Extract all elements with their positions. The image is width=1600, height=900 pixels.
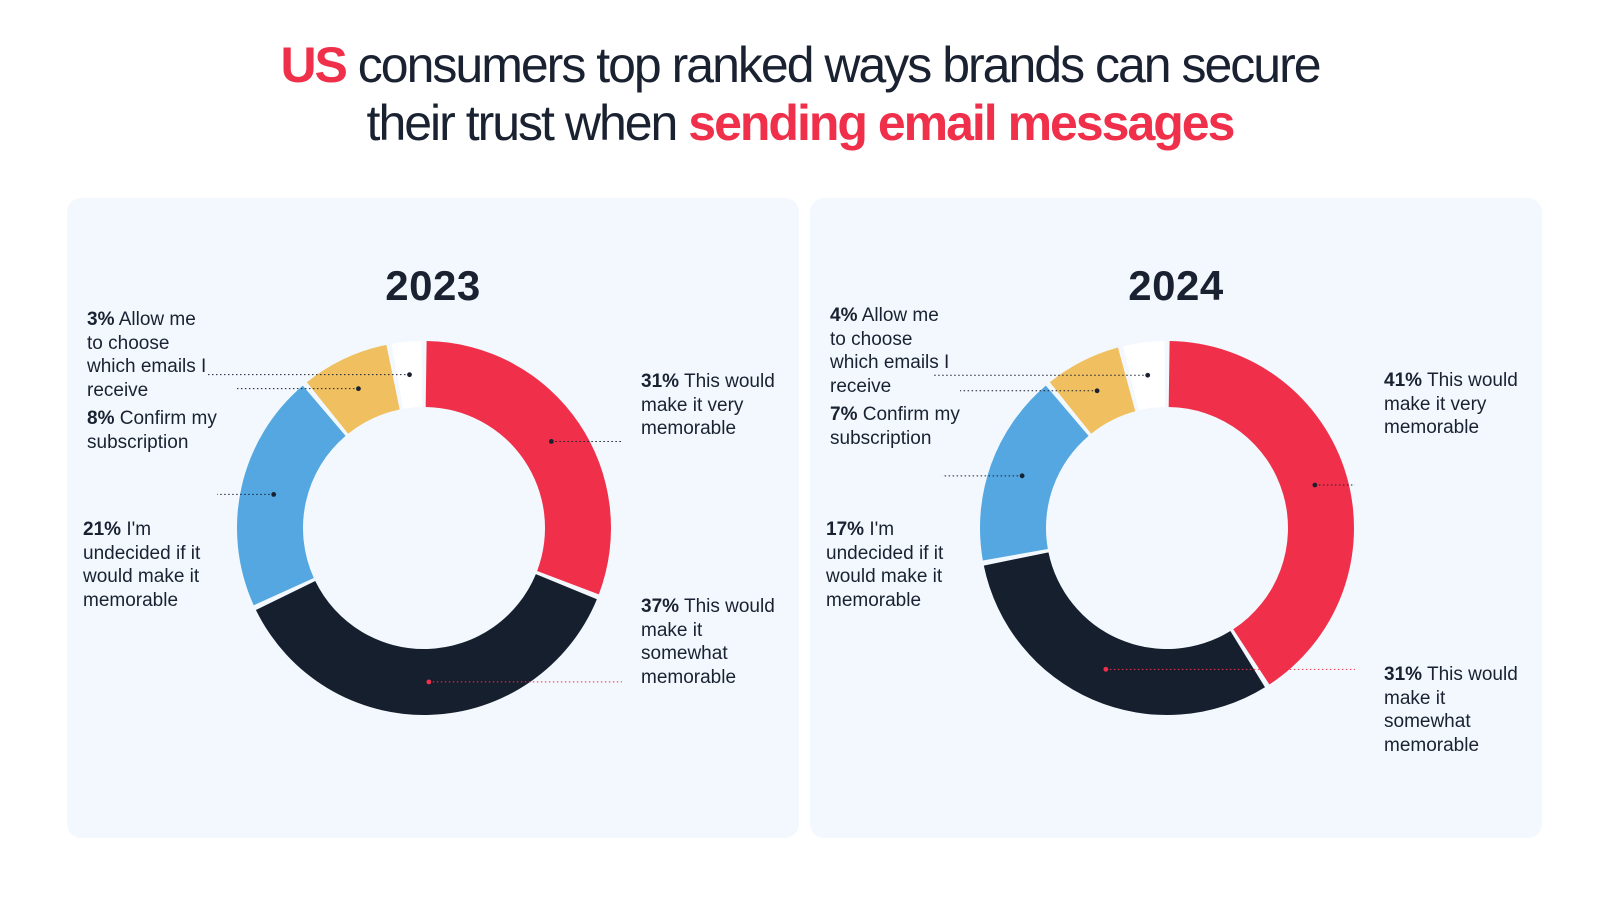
pct-2023-undecided: 21% <box>83 519 122 540</box>
connector-dot-2023-undecided <box>271 492 277 497</box>
title-text-1: consumers top ranked ways brands can sec… <box>345 37 1322 93</box>
title-highlight-email: sending email messages <box>688 95 1235 151</box>
pct-2023-choose-emails: 3% <box>87 309 115 330</box>
pct-2024-very-memorable: 41% <box>1384 370 1423 391</box>
connector-dot-2024-confirm-subscription <box>1094 388 1100 394</box>
text-2024-somewhat-memorable: This would make it somewhat memorable <box>1384 664 1518 756</box>
chart-title-2023: 2023 <box>385 262 481 309</box>
chart-title-2024: 2024 <box>1128 262 1224 309</box>
label-2024-confirm-subscription: 7% Confirm my subscription <box>830 403 980 450</box>
pct-2024-confirm-subscription: 7% <box>830 404 858 425</box>
title-line-2: their trust when sending email messages <box>0 94 1600 152</box>
connector-dot-2024-choose-emails <box>1145 372 1151 378</box>
pct-2024-somewhat-memorable: 31% <box>1384 664 1423 685</box>
pct-2023-very-memorable: 31% <box>641 371 680 392</box>
label-2024-choose-emails: 4% Allow me to choose which emails I rec… <box>830 304 955 398</box>
label-2023-somewhat-memorable: 37% This would make it somewhat memorabl… <box>641 595 781 689</box>
title-text-2: their trust when <box>366 95 689 151</box>
text-2024-confirm-subscription: Confirm my subscription <box>830 404 960 449</box>
slice-2024-somewhat-memorable <box>983 552 1265 715</box>
text-2024-very-memorable: This would make it very memorable <box>1384 370 1518 438</box>
text-2024-undecided: I'm undecided if it would make it memora… <box>826 519 944 611</box>
connector-dot-2023-somewhat-memorable <box>426 679 432 685</box>
pct-2023-somewhat-memorable: 37% <box>641 596 680 617</box>
connector-dot-2024-somewhat-memorable <box>1103 666 1109 672</box>
chart-panel-2024: 2024 41% This would make it very memorab… <box>810 198 1542 838</box>
slice-2023-very-memorable <box>425 341 611 595</box>
slice-2023-choose-emails <box>391 341 423 409</box>
chart-panel-2023: 2023 31% This would make it very memorab… <box>67 198 799 838</box>
label-2023-choose-emails: 3% Allow me to choose which emails I rec… <box>87 308 212 402</box>
connector-dot-2023-choose-emails <box>407 372 412 378</box>
label-2024-undecided: 17% I'm undecided if it would make it me… <box>826 518 961 612</box>
text-2024-choose-emails: Allow me to choose which emails I receiv… <box>830 305 950 397</box>
slice-2024-choose-emails <box>1123 341 1166 411</box>
slice-2023-confirm-subscription <box>306 344 400 434</box>
slice-2024-undecided <box>980 385 1089 561</box>
connector-dot-2024-very-memorable <box>1312 482 1318 488</box>
slice-2023-somewhat-memorable <box>255 574 597 716</box>
pct-2024-undecided: 17% <box>826 519 865 540</box>
title-line-1: US consumers top ranked ways brands can … <box>0 36 1600 94</box>
pct-2023-confirm-subscription: 8% <box>87 408 115 429</box>
connector-dot-2023-confirm-subscription <box>356 386 361 392</box>
title-highlight-us: US <box>280 37 347 93</box>
donut-chart-2024 <box>934 341 1355 715</box>
text-2023-very-memorable: This would make it very memorable <box>641 371 775 439</box>
label-2023-confirm-subscription: 8% Confirm my subscription <box>87 407 237 454</box>
pct-2024-choose-emails: 4% <box>830 305 858 326</box>
slice-2024-very-memorable <box>1168 341 1354 685</box>
label-2023-undecided: 21% I'm undecided if it would make it me… <box>83 518 218 612</box>
connector-dot-2024-undecided <box>1019 473 1025 479</box>
text-2023-somewhat-memorable: This would make it somewhat memorable <box>641 596 775 688</box>
label-2023-very-memorable: 31% This would make it very memorable <box>641 370 781 441</box>
donut-chart-2023 <box>207 341 622 716</box>
page-title: US consumers top ranked ways brands can … <box>0 36 1600 152</box>
text-2023-undecided: I'm undecided if it would make it memora… <box>83 519 201 611</box>
slice-2023-undecided <box>237 385 346 606</box>
label-2024-very-memorable: 41% This would make it very memorable <box>1384 369 1524 440</box>
text-2023-choose-emails: Allow me to choose which emails I receiv… <box>87 309 207 401</box>
text-2023-confirm-subscription: Confirm my subscription <box>87 408 217 453</box>
connector-dot-2023-very-memorable <box>548 439 554 444</box>
label-2024-somewhat-memorable: 31% This would make it somewhat memorabl… <box>1384 663 1524 757</box>
